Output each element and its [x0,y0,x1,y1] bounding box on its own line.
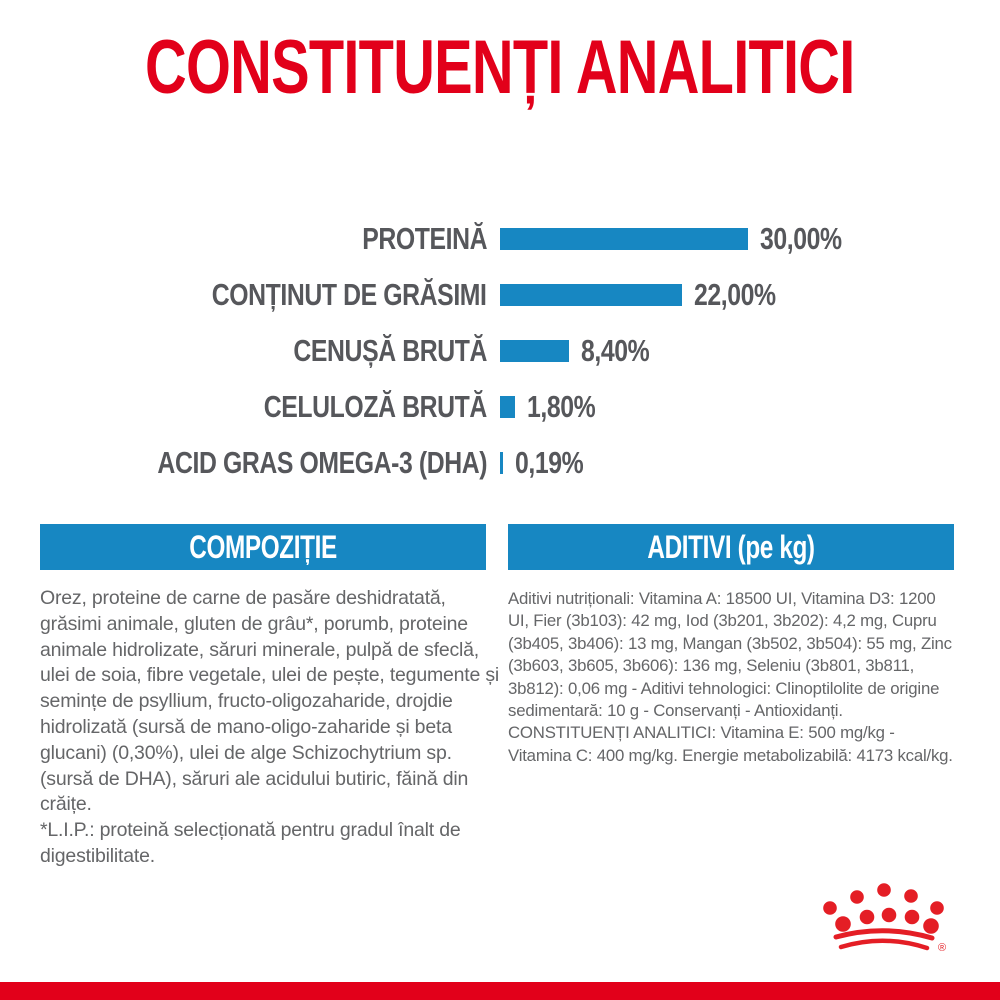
crown-dots [823,883,944,934]
chart-bar [500,396,515,418]
chart-category-label: PROTEINĂ [362,221,487,256]
chart-value-label: 30,00% [760,221,842,256]
footer-red-bar [0,982,1000,1000]
registered-trademark-icon: ® [938,942,946,954]
chart-category-label: CELULOZĂ BRUTĂ [263,389,487,424]
page-title-text: CONSTITUENȚI ANALITICI [145,25,855,110]
composition-body-text: Orez, proteine de carne de pasăre deshid… [40,587,500,816]
chart-value-label: 1,80% [527,389,596,424]
additives-header-text: ADITIVI (pe kg) [647,528,815,565]
additives-analytical-line: CONSTITUENȚI ANALITICI: Vitamina E: 500 … [508,723,953,765]
chart-category-label: CENUȘĂ BRUTĂ [293,333,487,368]
chart-value-label: 22,00% [694,277,776,312]
chart-bar [500,340,569,362]
page-title: CONSTITUENȚI ANALITICI [0,24,1000,111]
chart-category-label: CONȚINUT DE GRĂSIMI [212,277,487,312]
chart-bar [500,452,503,474]
additives-body-text: Aditivi nutriționali: Vitamina A: 18500 … [508,589,952,721]
chart-bar [500,284,682,306]
chart-value-label: 0,19% [515,445,584,480]
composition-section: Orez, proteine de carne de pasăre deshid… [40,586,502,870]
chart-bar-area: 30,00% [500,221,862,257]
chart-bar-area: 1,80% [500,389,612,425]
chart-bar [500,228,748,250]
composition-footnote: *L.I.P.: proteină selecționată pentru gr… [40,819,461,867]
composition-header: COMPOZIȚIE [40,524,486,570]
analytical-constituents-chart: PROTEINĂ 30,00% CONȚINUT DE GRĂSIMI 22,00% C… [0,211,1000,491]
chart-bar-area: 22,00% [500,277,796,313]
chart-category-label: ACID GRAS OMEGA-3 (DHA) [157,445,487,480]
chart-row: CONȚINUT DE GRĂSIMI 22,00% [0,267,1000,323]
additives-section: Aditivi nutriționali: Vitamina A: 18500 … [508,588,960,767]
chart-row: PROTEINĂ 30,00% [0,211,1000,267]
crown-swoosh [833,928,935,951]
chart-row: CELULOZĂ BRUTĂ 1,80% [0,379,1000,435]
composition-header-text: COMPOZIȚIE [189,528,337,565]
chart-bar-area: 0,19% [500,445,600,481]
chart-row: ACID GRAS OMEGA-3 (DHA) 0,19% [0,435,1000,491]
royal-canin-crown-logo: ® [823,883,946,954]
additives-header: ADITIVI (pe kg) [508,524,954,570]
chart-bar-area: 8,40% [500,333,666,369]
chart-value-label: 8,40% [581,333,650,368]
chart-row: CENUȘĂ BRUTĂ 8,40% [0,323,1000,379]
